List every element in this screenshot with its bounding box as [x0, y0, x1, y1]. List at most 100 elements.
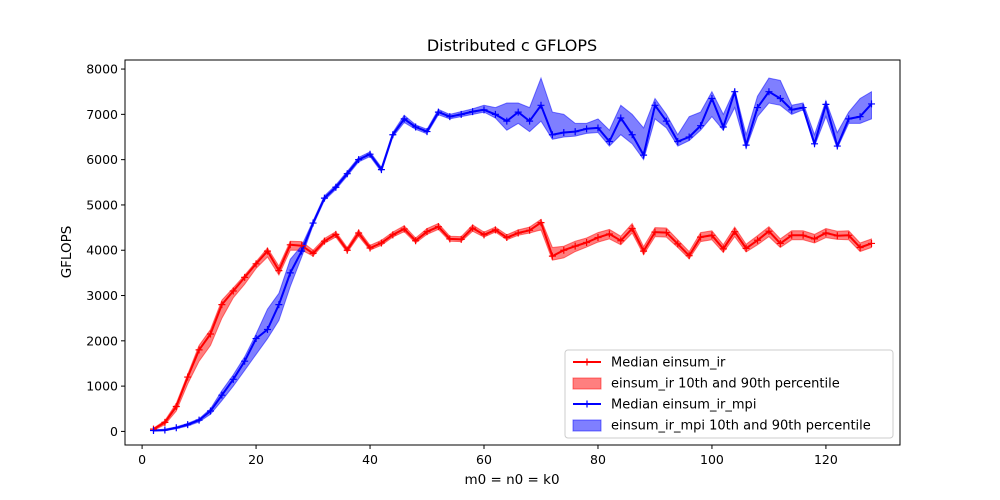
- data-point: [776, 95, 784, 102]
- legend-label: einsum_ir_mpi 10th and 90th percentile: [611, 419, 871, 434]
- legend-marker: [583, 358, 591, 366]
- data-point: [697, 233, 705, 241]
- legend-label: Median einsum_ir_mpi: [611, 398, 756, 413]
- legend-label: einsum_ir 10th and 90th percentile: [611, 377, 840, 392]
- median-lines: [152, 90, 873, 432]
- data-point: [355, 156, 363, 164]
- data-point: [845, 115, 853, 123]
- data-point: [833, 232, 841, 240]
- data-point: [275, 267, 283, 275]
- median-line-1: [153, 90, 873, 432]
- data-point: [731, 88, 739, 96]
- legend-band-swatch: [572, 419, 602, 432]
- data-point: [446, 235, 454, 243]
- data-point: [799, 104, 807, 112]
- data-point: [526, 226, 534, 234]
- data-point: [799, 231, 807, 239]
- x-tick-label: 20: [248, 452, 264, 467]
- data-point: [469, 224, 477, 232]
- data-point: [868, 100, 876, 108]
- data-point: [480, 231, 488, 239]
- data-point: [309, 219, 317, 227]
- data-point: [811, 235, 819, 243]
- x-tick-label: 0: [138, 452, 146, 467]
- data-point: [742, 244, 750, 252]
- data-point: [651, 101, 659, 109]
- y-axis: 0 1000 2000 3000 4000 5000 6000 7000 8000: [86, 62, 125, 439]
- data-point: [514, 108, 522, 116]
- data-point: [457, 235, 465, 243]
- data-point: [697, 122, 705, 130]
- data-point: [195, 346, 203, 354]
- data-point: [594, 124, 602, 132]
- y-tick-label: 4000: [86, 243, 118, 258]
- legend-label: Median einsum_ir: [611, 356, 726, 371]
- data-point: [320, 194, 328, 202]
- data-point: [320, 237, 328, 245]
- data-point: [423, 228, 431, 236]
- data-point: [526, 117, 534, 125]
- data-point: [218, 391, 226, 399]
- y-axis-label: GFLOPS: [59, 226, 75, 279]
- data-point: [275, 301, 283, 309]
- data-point: [400, 225, 408, 233]
- data-point: [811, 140, 819, 148]
- data-point: [594, 234, 602, 242]
- data-point: [252, 260, 260, 268]
- data-point: [343, 170, 351, 178]
- data-point: [298, 247, 306, 255]
- data-point: [161, 426, 169, 434]
- data-point: [206, 330, 214, 338]
- data-point: [503, 234, 511, 242]
- data-point: [332, 183, 340, 191]
- data-point: [537, 101, 545, 109]
- data-point: [514, 229, 522, 237]
- data-point: [662, 117, 670, 125]
- data-point: [241, 273, 249, 281]
- x-tick-label: 40: [362, 452, 378, 467]
- plot-frame: [124, 59, 901, 446]
- data-point: [229, 375, 237, 383]
- data-point: [708, 95, 716, 102]
- data-point: [412, 237, 420, 245]
- y-tick-label: 8000: [86, 62, 118, 77]
- data-point: [560, 246, 568, 254]
- data-point: [731, 228, 739, 236]
- data-point: [674, 138, 682, 146]
- data-point: [822, 229, 830, 237]
- data-point: [149, 427, 157, 435]
- data-point: [252, 335, 260, 343]
- data-point: [343, 246, 351, 254]
- data-point: [377, 166, 385, 174]
- data-point: [788, 106, 796, 114]
- y-tick-label: 5000: [86, 197, 118, 212]
- data-point: [389, 231, 397, 239]
- data-point: [583, 239, 591, 247]
- data-point: [765, 88, 773, 96]
- data-point: [856, 244, 864, 252]
- data-point: [457, 110, 465, 118]
- data-point: [366, 150, 374, 158]
- data-point: [776, 239, 784, 247]
- y-tick-label: 6000: [86, 152, 118, 167]
- data-point: [241, 357, 249, 365]
- data-point: [822, 100, 830, 108]
- data-point: [605, 138, 613, 146]
- data-point: [423, 128, 431, 136]
- data-point: [617, 237, 625, 245]
- data-point: [685, 252, 693, 260]
- data-point: [571, 128, 579, 136]
- data-point: [719, 245, 727, 253]
- percentile-band-0: [153, 218, 872, 432]
- data-point: [480, 106, 488, 114]
- data-point: [662, 229, 670, 237]
- data-point: [377, 239, 385, 247]
- data-point: [685, 133, 693, 141]
- data-point: [548, 252, 556, 260]
- data-point: [263, 247, 271, 255]
- median-markers: [149, 88, 876, 435]
- data-point: [833, 142, 841, 150]
- data-point: [583, 125, 591, 133]
- data-point: [309, 249, 317, 257]
